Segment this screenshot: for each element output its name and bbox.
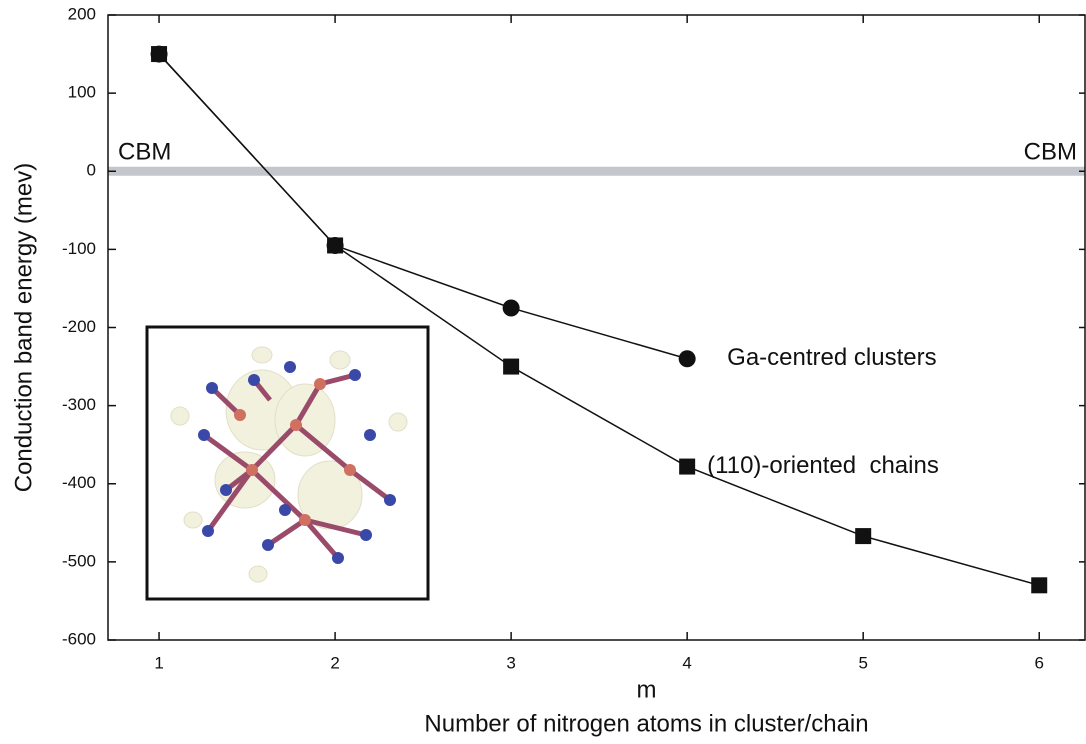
reference-label: CBM [118, 139, 171, 166]
inset-image [147, 327, 428, 599]
x-tick-label: 4 [682, 653, 691, 672]
y-tick-label: -100 [62, 239, 96, 258]
x-tick-label: 1 [154, 653, 163, 672]
marker [503, 359, 519, 375]
x-axis-label: m [637, 676, 657, 703]
y-tick-label: -300 [62, 395, 96, 414]
series-label: Ga-centred clusters [727, 344, 936, 371]
marker [503, 299, 520, 316]
marker [1031, 577, 1047, 593]
y-tick-label: -400 [62, 473, 96, 492]
chart: CBM CBM -600 -500 -400 -300 -200 -100 0 100 200 1 2 3… [0, 0, 1086, 744]
marker [151, 46, 167, 62]
x-axis-label: Number of nitrogen atoms in cluster/chai… [424, 710, 868, 737]
x-tick-label: 5 [858, 653, 867, 672]
x-tick-label: 6 [1034, 653, 1043, 672]
y-axis-label: Conduction band energy (mev) [10, 163, 37, 493]
marker [679, 459, 695, 475]
y-tick-label: 100 [68, 83, 96, 102]
y-tick-label: -600 [62, 629, 96, 648]
y-tick-label: 0 [87, 161, 96, 180]
marker [327, 237, 343, 253]
marker [855, 528, 871, 544]
y-tick-label: -500 [62, 551, 96, 570]
marker [679, 350, 696, 367]
y-tick-label: 200 [68, 4, 96, 23]
reference-label: CBM [1024, 139, 1077, 166]
x-tick-label: 3 [506, 653, 515, 672]
y-tick-label: -200 [62, 317, 96, 336]
x-tick-label: 2 [330, 653, 339, 672]
series-line [159, 54, 687, 359]
series-label: (110)-oriented chains [707, 452, 939, 479]
